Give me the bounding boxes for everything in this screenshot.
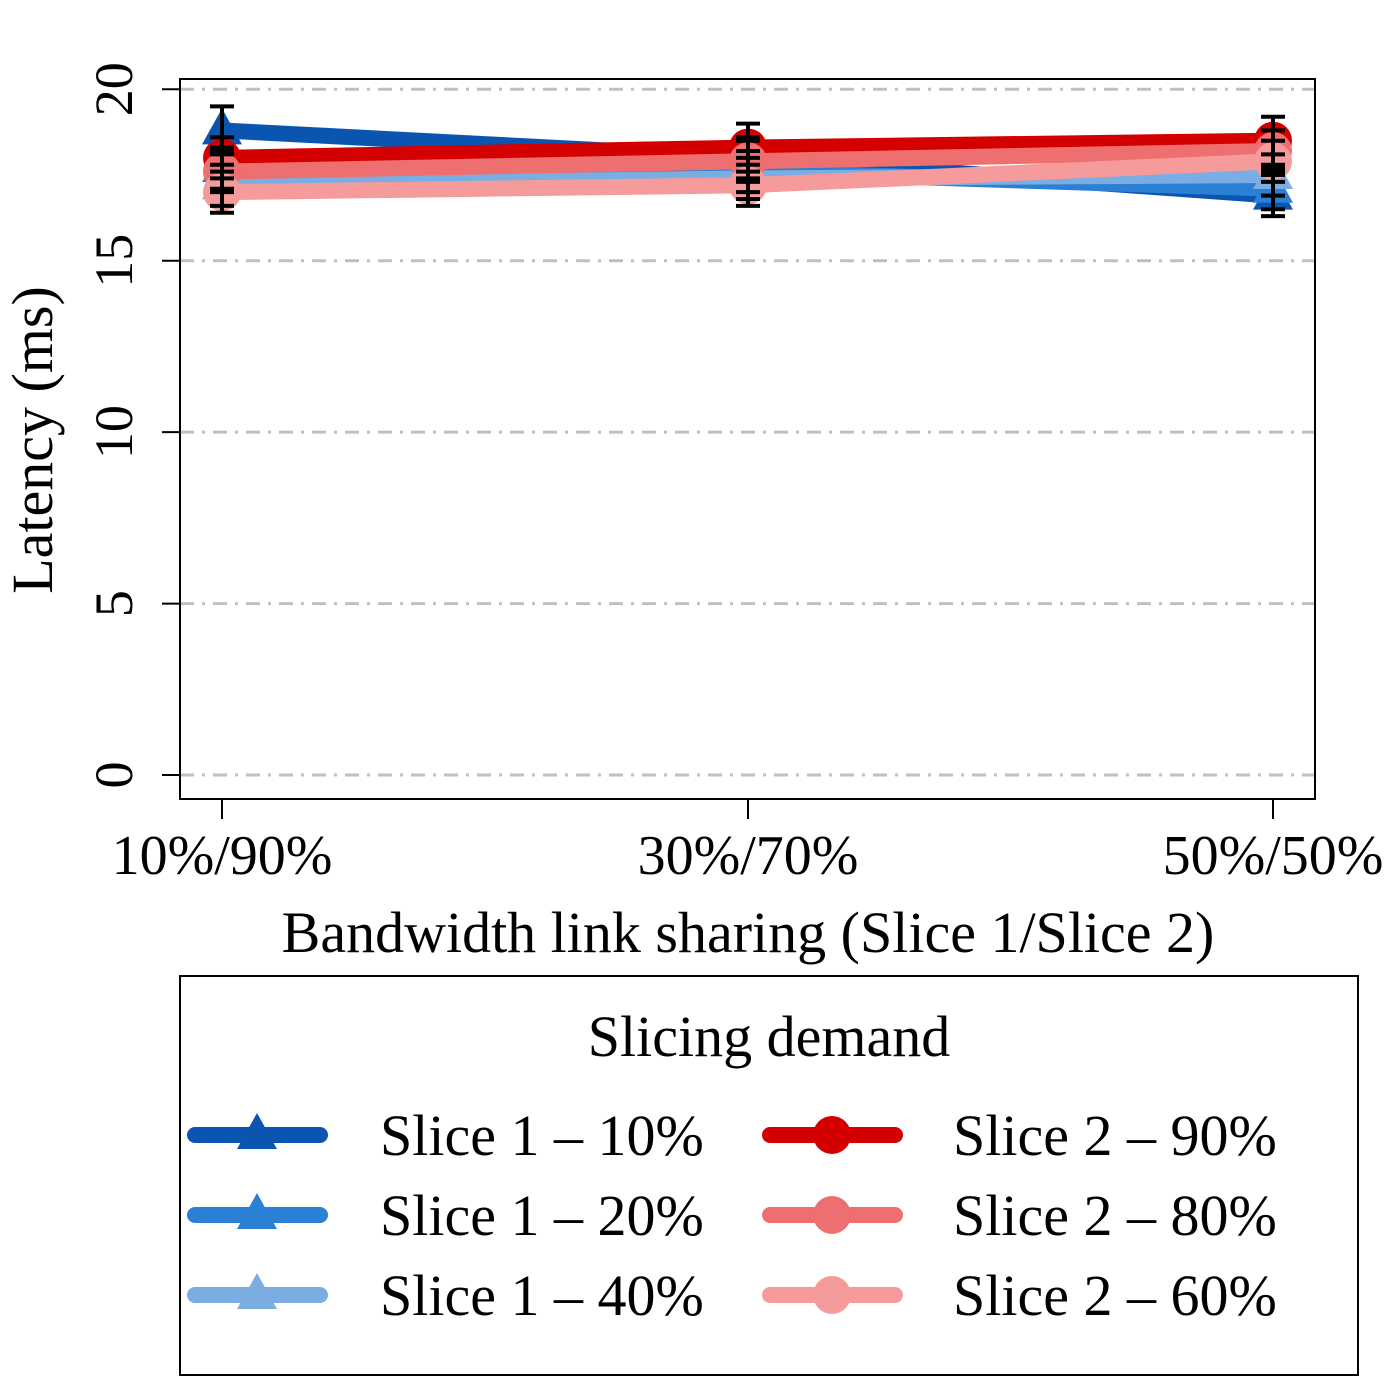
- legend-entry: Slice 1 – 10%: [187, 1103, 704, 1168]
- y-tick-label: 0: [84, 762, 144, 789]
- y-axis-label: Latency (ms): [0, 286, 65, 594]
- legend-marker: [813, 1116, 851, 1154]
- legend-entry: Slice 1 – 20%: [187, 1183, 704, 1248]
- legend-entries: Slice 1 – 10% Slice 1 – 20% Slice 1 – 40% S…: [187, 1103, 1277, 1328]
- legend-label: Slice 2 – 90%: [953, 1103, 1277, 1168]
- legend-label: Slice 2 – 60%: [953, 1263, 1277, 1328]
- x-tick-label: 50%/50%: [1163, 825, 1384, 887]
- legend-marker: [813, 1196, 851, 1234]
- error-bar: [1261, 138, 1285, 184]
- legend-label: Slice 2 – 80%: [953, 1183, 1277, 1248]
- legend-label: Slice 1 – 40%: [380, 1263, 704, 1328]
- legend-marker: [237, 1193, 277, 1229]
- error-bars: [210, 104, 1285, 219]
- error-bar: [736, 162, 760, 208]
- legend-entry: Slice 1 – 40%: [187, 1263, 704, 1328]
- legend-marker: [237, 1273, 277, 1309]
- y-tick-label: 5: [84, 590, 144, 617]
- y-axis: 0 5 10 15 20: [84, 62, 180, 789]
- legend-box: [179, 975, 1359, 1376]
- x-tick-label: 10%/90%: [112, 825, 333, 887]
- legend-marker: [237, 1113, 277, 1149]
- error-bar: [210, 169, 234, 215]
- y-tick-label: 15: [84, 234, 144, 288]
- legend-label: Slice 1 – 10%: [380, 1103, 704, 1168]
- legend-label: Slice 1 – 20%: [380, 1183, 704, 1248]
- legend-entry: Slice 2 – 80%: [762, 1183, 1277, 1248]
- y-tick-label: 10: [84, 405, 144, 459]
- x-axis: 10%/90% 30%/70% 50%/50%: [112, 799, 1384, 887]
- legend-entry: Slice 2 – 90%: [762, 1103, 1277, 1168]
- y-tick-label: 20: [84, 62, 144, 116]
- legend-title: Slicing demand: [588, 1004, 950, 1069]
- x-tick-label: 30%/70%: [638, 825, 859, 887]
- gridlines: [180, 87, 1315, 777]
- legend: Slicing demand Slice 1 – 10% Slice 1 – 20…: [179, 975, 1359, 1376]
- x-axis-label: Bandwidth link sharing (Slice 1/Slice 2): [282, 900, 1215, 965]
- legend-marker: [813, 1276, 851, 1314]
- legend-entry: Slice 2 – 60%: [762, 1263, 1277, 1328]
